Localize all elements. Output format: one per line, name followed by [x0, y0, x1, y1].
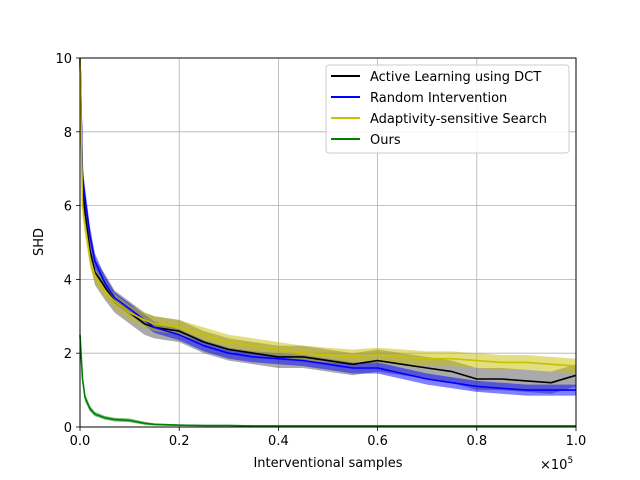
x-tick-label: 0.6 — [367, 434, 388, 449]
x-tick-label: 1.0 — [566, 434, 587, 449]
x-scale-multiplier: ×105 — [540, 456, 573, 473]
legend: Active Learning using DCT Random Interven… — [325, 64, 570, 154]
active-learning-using-dct-line — [79, 57, 577, 384]
x-axis: 0.0 0.2 0.4 0.6 0.8 1.0 — [70, 427, 587, 449]
legend-label-adaptivity-sensitive-search: Adaptivity-sensitive Search — [370, 112, 547, 127]
legend-label-ours: Ours — [370, 133, 401, 148]
legend-box — [325, 64, 570, 154]
y-tick-label: 4 — [64, 273, 72, 288]
legend-label-random-intervention: Random Intervention — [370, 91, 507, 106]
x-axis-label: Interventional samples — [253, 456, 402, 471]
y-tick-label: 0 — [64, 421, 72, 436]
y-axis-label: SHD — [32, 228, 47, 256]
ours-line — [79, 334, 576, 427]
y-tick-label: 8 — [64, 126, 72, 141]
x-tick-label: 0.8 — [466, 434, 487, 449]
series-lines — [79, 57, 577, 427]
x-tick-label: 0.0 — [70, 434, 91, 449]
x-tick-label: 0.2 — [169, 434, 190, 449]
y-axis: 0 2 4 6 8 10 — [55, 52, 80, 436]
y-tick-label: 10 — [55, 52, 72, 67]
legend-label-active-learning-using-dct: Active Learning using DCT — [370, 70, 541, 85]
x-tick-label: 0.4 — [268, 434, 289, 449]
y-tick-label: 6 — [64, 200, 72, 215]
random-intervention-line — [79, 57, 576, 391]
plot-frame — [79, 57, 577, 428]
adaptivity-sensitive-search-line — [79, 57, 577, 367]
y-tick-label: 2 — [64, 347, 72, 362]
